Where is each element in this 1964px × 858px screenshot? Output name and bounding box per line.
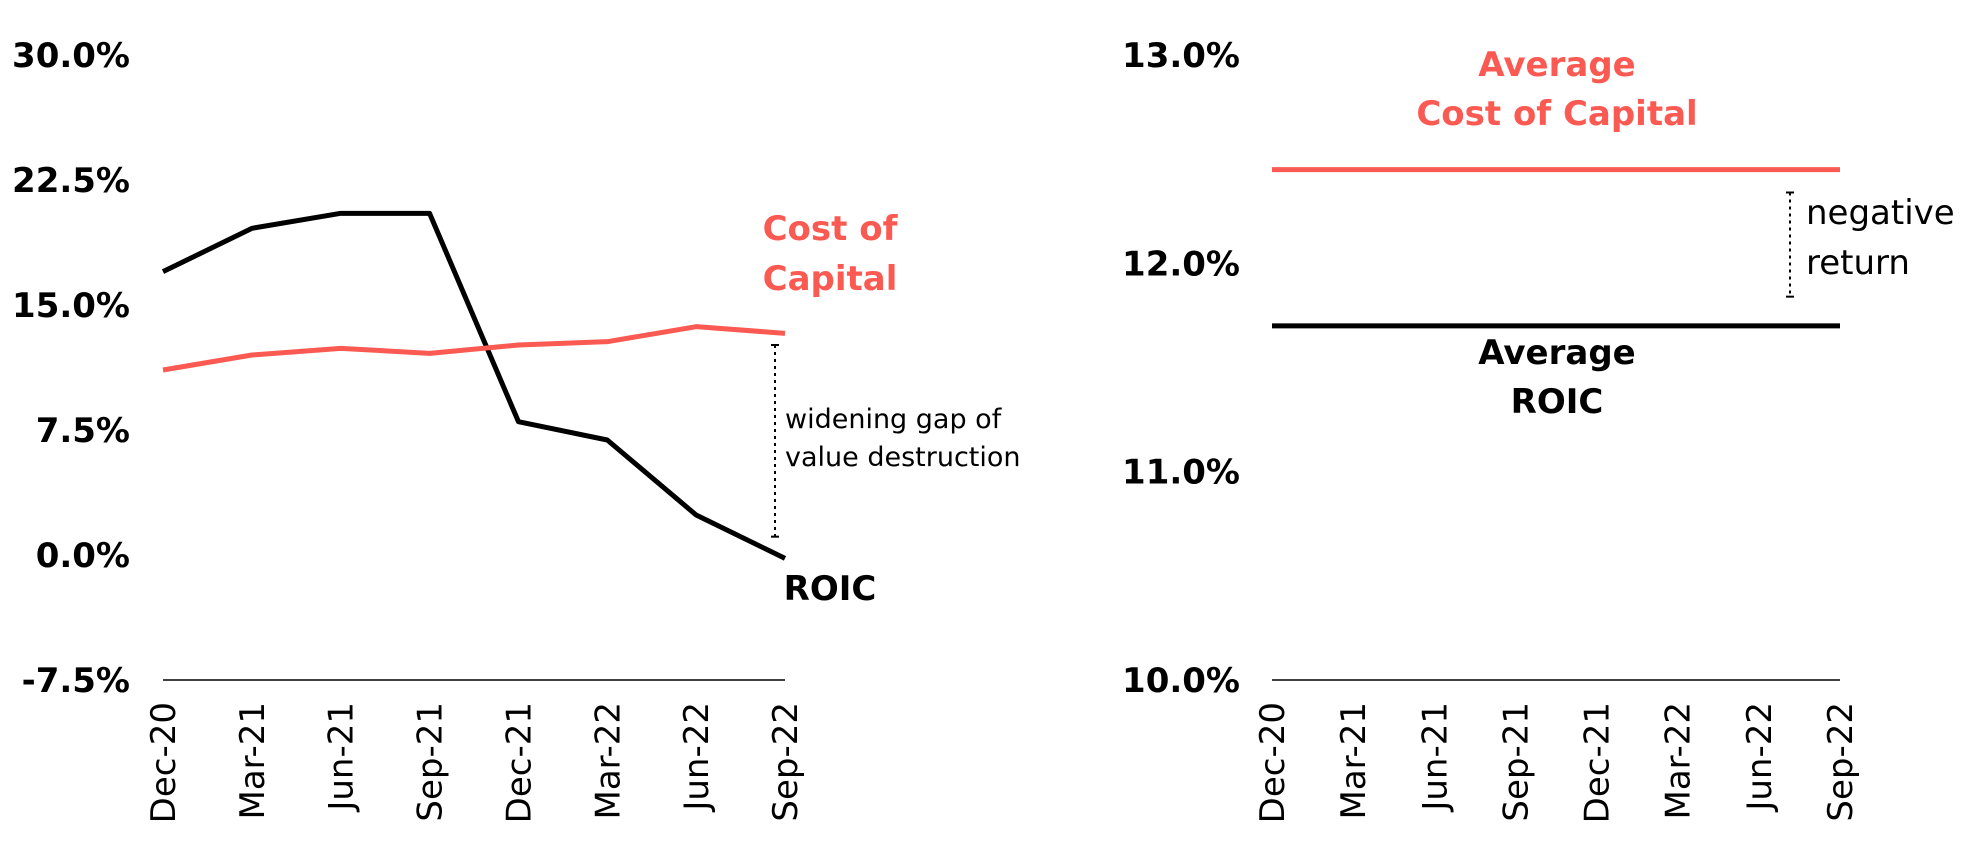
y-tick-label: 22.5% bbox=[12, 161, 130, 201]
x-tick-label: Mar-21 bbox=[233, 702, 273, 820]
y-tick-label: 30.0% bbox=[12, 36, 130, 76]
y-tick-label: -7.5% bbox=[22, 661, 130, 701]
annotation-text: widening gap of value destruction bbox=[785, 404, 1021, 473]
x-tick-label: Dec-21 bbox=[1578, 702, 1618, 823]
x-tick-label: Mar-22 bbox=[588, 702, 628, 820]
x-tick-label: Jun-22 bbox=[1740, 702, 1780, 813]
x-tick-label: Sep-22 bbox=[1821, 702, 1861, 822]
series-label: Average Cost of Capital bbox=[1416, 45, 1697, 134]
x-tick-label: Dec-20 bbox=[144, 702, 184, 823]
y-tick-label: 7.5% bbox=[36, 411, 130, 451]
y-tick-label: 13.0% bbox=[1122, 36, 1240, 76]
series-label: Average ROIC bbox=[1478, 333, 1635, 422]
x-tick-label: Dec-21 bbox=[499, 702, 539, 823]
chart-2: 10.0% 11.0% 12.0% 13.0% Dec-20 Mar-21 Jun-21 Se… bbox=[1122, 36, 1955, 823]
x-tick-label: Mar-22 bbox=[1659, 702, 1699, 820]
annotation-text: negative return bbox=[1806, 193, 1955, 283]
x-tick-label: Sep-22 bbox=[766, 702, 806, 822]
x-tick-label: Jun-21 bbox=[322, 702, 362, 813]
series-label: Cost of Capital bbox=[763, 209, 899, 299]
x-tick-label: Mar-21 bbox=[1334, 702, 1374, 820]
y-tick-label: 12.0% bbox=[1122, 244, 1240, 284]
chart-1: -7.5% 0.0% 7.5% 15.0% 22.5% 30.0% Dec-20 Mar-21… bbox=[12, 36, 1020, 823]
series-line-roic bbox=[161, 210, 787, 561]
series-line-cost-of-capital bbox=[162, 324, 786, 373]
series-label: ROIC bbox=[784, 569, 877, 609]
y-tick-label: 11.0% bbox=[1122, 453, 1240, 493]
x-tick-label: Jun-22 bbox=[677, 702, 717, 813]
x-tick-label: Dec-20 bbox=[1253, 702, 1293, 823]
y-tick-label: 15.0% bbox=[12, 286, 130, 326]
y-tick-label: 0.0% bbox=[36, 536, 130, 576]
x-tick-label: Jun-21 bbox=[1415, 702, 1455, 813]
x-tick-label: Sep-21 bbox=[411, 702, 451, 822]
x-tick-label: Sep-21 bbox=[1496, 702, 1536, 822]
y-tick-label: 10.0% bbox=[1122, 661, 1240, 701]
